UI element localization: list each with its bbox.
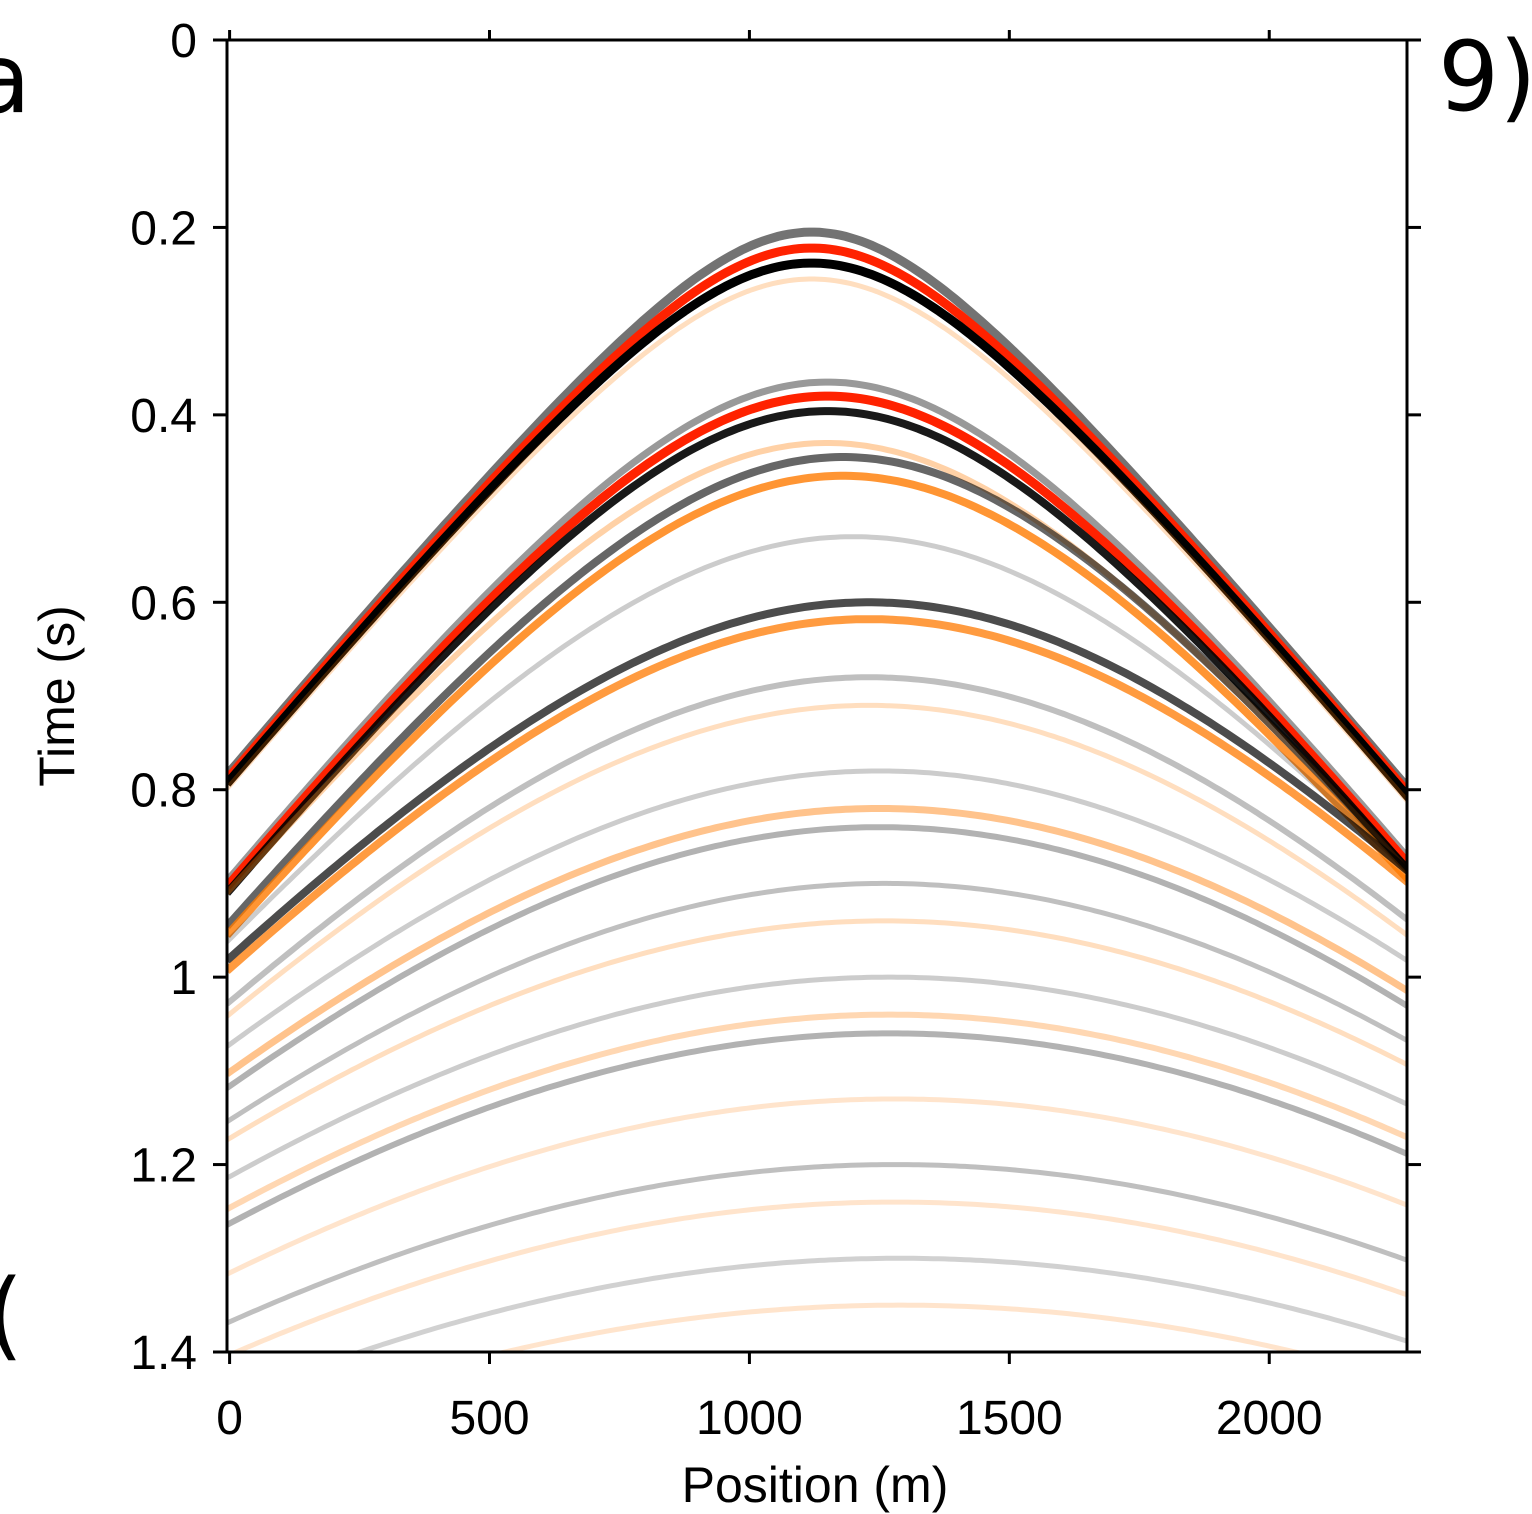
y-tick-label: 1.4 (130, 1327, 197, 1380)
seismic-event (227, 702, 1407, 1019)
y-axis-label: Time (s) (29, 605, 85, 786)
seismic-event (227, 674, 1407, 1007)
seismic-event (227, 258, 1407, 803)
clipped-text: ( (0, 1259, 23, 1371)
seismic-event (227, 1096, 1407, 1277)
seismic-event (227, 974, 1407, 1181)
seismic-event (227, 1162, 1407, 1326)
seismic-event (227, 1030, 1407, 1228)
clipped-text: 9) (1438, 21, 1532, 133)
seismic-event (227, 534, 1407, 944)
y-tick-label: 1 (170, 952, 197, 1005)
x-tick-label: 0 (216, 1392, 243, 1445)
x-tick-label: 1500 (956, 1392, 1063, 1445)
seismic-event (227, 471, 1407, 938)
seismic-event (352, 1255, 1407, 1352)
seismic-event (227, 805, 1407, 1077)
seismic-event (227, 615, 1407, 974)
seismic-event (229, 1199, 1407, 1352)
y-tick-label: 0.6 (130, 577, 197, 630)
seismic-event (494, 1302, 1307, 1352)
y-tick-label: 0.8 (130, 765, 197, 818)
x-tick-label: 1000 (696, 1392, 803, 1445)
seismic-image (227, 227, 1407, 1352)
x-tick-label: 2000 (1216, 1392, 1323, 1445)
x-tick-label: 500 (449, 1392, 529, 1445)
seismic-event (227, 391, 1407, 890)
seismic-event (227, 918, 1407, 1143)
seismic-event (227, 407, 1407, 896)
seismic-event (227, 768, 1407, 1049)
clipped-text: a (0, 23, 31, 135)
y-tick-label: 0.2 (130, 202, 197, 255)
seismic-event (227, 378, 1407, 884)
plot-frame (225, 38, 1409, 1354)
seismic-event (227, 880, 1407, 1124)
seismic-event (227, 453, 1407, 929)
seismic-event (227, 1011, 1407, 1212)
y-tick-label: 1.2 (130, 1140, 197, 1193)
y-tick-label: 0.4 (130, 390, 197, 443)
seismic-event (227, 598, 1407, 964)
x-axis-label: Position (m) (682, 1457, 949, 1513)
seismic-event (227, 824, 1407, 1091)
y-tick-label: 0 (170, 15, 197, 68)
seismic-event (227, 276, 1407, 805)
